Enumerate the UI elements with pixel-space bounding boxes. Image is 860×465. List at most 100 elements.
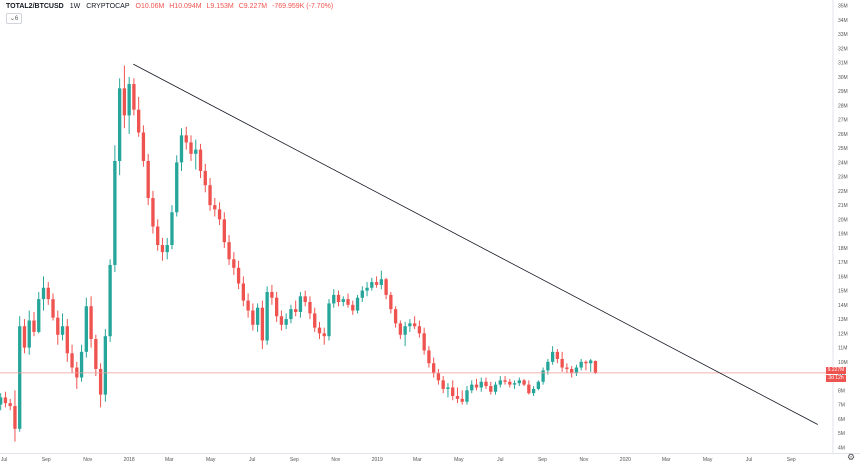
candle [470,380,474,394]
candle-body [213,205,217,210]
candle [151,190,155,234]
candle [13,390,17,442]
candle [512,380,517,389]
symbol-ticker[interactable]: TOTAL2/BTCUSD [6,3,64,10]
y-tick-label: 6M [838,417,845,423]
candle-body [236,267,241,284]
candle [332,289,336,308]
y-tick-label: 5M [838,431,845,437]
candle [584,360,588,371]
trendline[interactable] [133,63,818,425]
candle [541,367,545,385]
x-tick-label: Sep [787,457,796,463]
candle [122,65,127,129]
candle-body [403,326,407,335]
candle-body [160,245,165,253]
candle [165,237,169,260]
x-tick-label: Jul [746,457,752,463]
candle-body [470,384,474,391]
candle [322,327,326,345]
candle-body [317,327,322,334]
candle [479,377,483,392]
candle [346,293,350,308]
candle-body [132,84,136,110]
candle [569,366,574,378]
x-tick-label: 2019 [372,457,383,463]
x-tick-label: Sep [290,457,299,463]
indicator-count: 6 [14,15,19,22]
candle [489,381,493,395]
candle [294,300,298,317]
candle [465,386,469,405]
candle [403,321,407,347]
candle-body [79,351,84,378]
low-value: L9.153M [206,3,234,10]
candle-body [313,313,317,328]
candle [32,311,36,337]
candle-body [103,336,108,395]
candle [27,310,31,355]
candle [565,363,569,374]
symbol-interval[interactable]: 1W [69,3,81,10]
high-value: H10.094M [169,3,202,10]
x-tick-label: Mar [165,457,174,463]
candle-body [89,306,93,340]
candle [422,327,426,355]
candle [446,383,450,398]
candle [412,316,417,330]
candle-body [32,320,36,332]
time-axis[interactable]: Jul Sep Nov 2018 Mar May Jul Sep Nov 2019 Mar May Ju… [1,457,796,463]
symbol-exchange: CRYPTOCAP [86,3,130,10]
candle-body [294,309,298,312]
candle-body [332,294,336,304]
candle-body [512,383,517,385]
candle [18,316,22,432]
candle-body [94,339,98,369]
candle-body [298,296,303,312]
candle [384,277,388,300]
candle-body [122,88,127,116]
candle-body [156,226,160,246]
candle-body [127,84,131,116]
gear-icon[interactable]: ⚙ [846,452,856,462]
candle-body [474,384,479,388]
candle-body [550,351,555,362]
candle [555,349,560,364]
candle [527,380,531,395]
candle-body [170,212,174,246]
candle [156,219,160,251]
candle [365,282,369,297]
candle-body [222,219,226,243]
change-value: -769.959K (-7.70%) [272,3,334,10]
candle-body [489,386,493,392]
candle-body [18,326,22,429]
candle [351,300,355,315]
y-tick-label: 25M [838,146,848,152]
candle [117,78,122,176]
candle-body [574,367,579,374]
candle-body [417,326,422,334]
candle [70,344,74,374]
candle [232,252,236,275]
candle [313,307,317,332]
candle [493,381,498,395]
candle [455,387,460,404]
candle-body [137,109,141,133]
candle-body [522,380,526,385]
price-axis[interactable]: 4M5M6M7M8M9M10M11M12M13M14M15M16M17M18M1… [832,0,848,453]
candle [241,276,246,307]
indicator-toggle-button[interactable]: ⌄ 6 [6,13,22,24]
candle-body [60,326,65,335]
y-tick-label: 27M [838,118,848,124]
candle-body [108,264,112,337]
candle [217,202,222,226]
time-scale-strip[interactable] [0,453,860,465]
candle [550,346,555,365]
candle [198,143,203,179]
candle [427,346,431,368]
candle [498,376,502,388]
candle [3,391,8,408]
candle-body [555,351,560,359]
candle-body [151,198,155,227]
